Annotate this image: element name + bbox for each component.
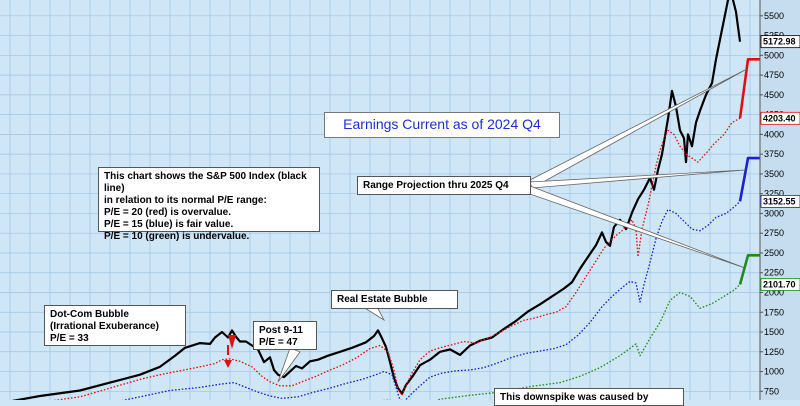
last-value-tag <box>760 278 800 291</box>
last-value-label: 4203.40 <box>763 113 796 123</box>
last-value-label: 2101.70 <box>763 279 796 289</box>
last-value-tags: 5172.98 4203.40 3152.55 2101.70 <box>760 35 800 291</box>
series-line-1 <box>52 117 741 400</box>
last-value-label: 5172.98 <box>763 37 796 47</box>
y-tick-label: 1250 <box>764 347 784 357</box>
series-line-0 <box>11 0 742 400</box>
y-tick-label: 3750 <box>764 149 784 159</box>
dotcom-arrow-down <box>224 360 232 368</box>
last-value-tag <box>760 35 800 49</box>
dotcom-note: Dot-Com Bubble (Irrational Exuberance) P… <box>44 305 186 346</box>
y-tick-label: 3500 <box>764 169 784 179</box>
callout-lines <box>123 69 746 383</box>
dotcom-arrow-up <box>228 335 236 349</box>
y-tick-label: 5500 <box>764 11 784 21</box>
y-tick-label: 2250 <box>764 268 784 278</box>
last-value-label: 3152.55 <box>763 196 796 206</box>
y-tick-label: 3000 <box>764 208 784 218</box>
y-tick-label: 5000 <box>764 50 784 60</box>
y-tick-label: 2750 <box>764 228 784 238</box>
chart-title: Earnings Current as of 2024 Q4 <box>324 112 560 138</box>
real-estate-note: Real Estate Bubble <box>331 290 458 309</box>
projection-note: Range Projection thru 2025 Q4 <box>357 176 531 195</box>
y-tick-label: 4750 <box>764 70 784 80</box>
post911-note: Post 9-11 P/E = 47 <box>253 321 317 350</box>
post911-pointer <box>277 347 301 383</box>
downspike-note: This downspike was caused by <box>494 388 684 406</box>
y-tick-label: 3250 <box>764 189 784 199</box>
last-value-tag <box>760 111 800 125</box>
y-tick-label: 2000 <box>764 287 784 297</box>
y-tick-label: 4500 <box>764 90 784 100</box>
description-note: This chart shows the S&P 500 Index (blac… <box>98 167 320 242</box>
last-value-tag <box>760 194 800 208</box>
y-tick-label: 2500 <box>764 248 784 258</box>
y-tick-label: 1750 <box>764 307 784 317</box>
y-tick-label: 1500 <box>764 327 784 337</box>
series-line-3 <box>381 284 741 400</box>
y-tick-label: 750 <box>764 386 779 396</box>
projection-pointer-blue <box>529 169 746 189</box>
y-tick-label: 4000 <box>764 129 784 139</box>
y-tick-label: 1000 <box>764 367 784 377</box>
